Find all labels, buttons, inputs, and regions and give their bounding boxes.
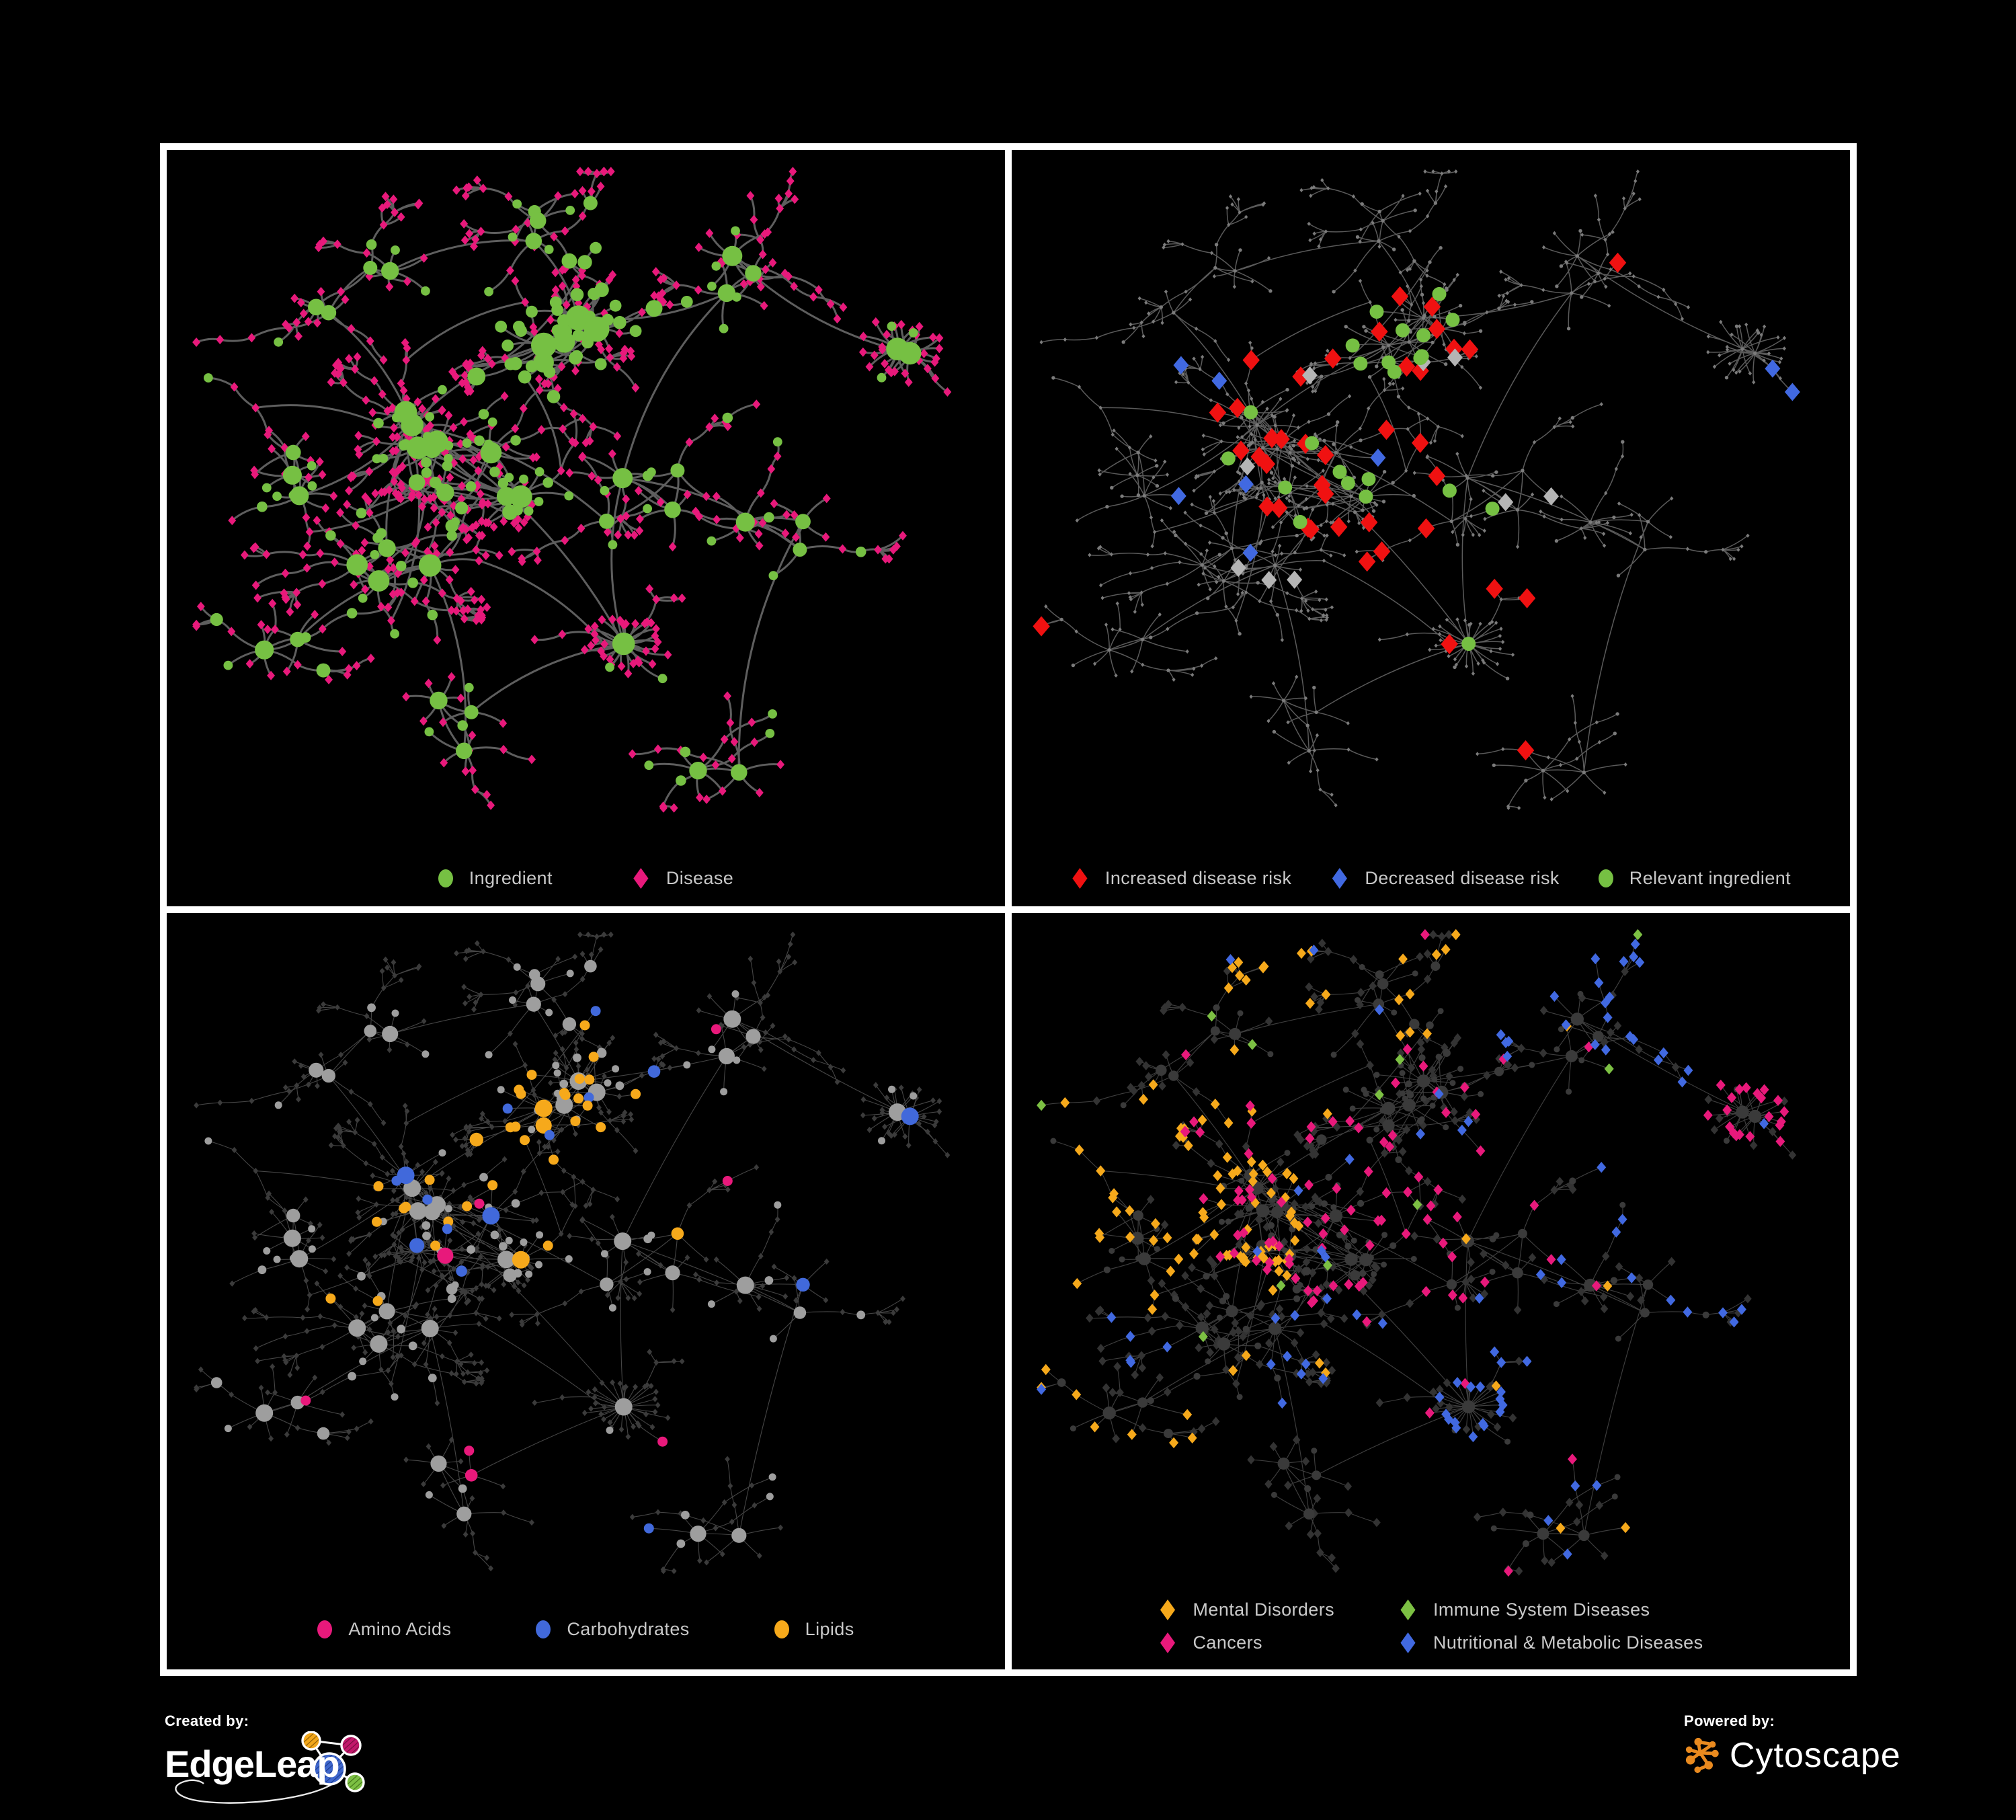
legend-item-carbohydrates: Carbohydrates [536, 1619, 689, 1640]
nutritional-metabolic-swatch-icon [1400, 1632, 1416, 1653]
amino-acids-swatch-icon [317, 1620, 333, 1638]
cancers-swatch-icon [1160, 1632, 1176, 1653]
legend-label: Cancers [1193, 1632, 1262, 1653]
created-by-label: Created by: [165, 1712, 249, 1729]
legend-item-cancers: Cancers [1159, 1632, 1334, 1653]
created-by-block: Created by: [165, 1712, 387, 1804]
ingredient-swatch-icon [438, 869, 453, 887]
panel-disease-risk: Increased disease risk Decreased disease… [1012, 150, 1850, 906]
panel-nutrient-classes: Amino Acids Carbohydrates Lipids [167, 913, 1005, 1669]
lipids-swatch-icon [774, 1620, 789, 1638]
carbohydrates-swatch-icon [536, 1620, 551, 1638]
legend-label: Relevant ingredient [1629, 868, 1791, 888]
panel-disease-classes: Mental Disorders Immune System Diseases … [1012, 913, 1850, 1669]
legend-label: Increased disease risk [1104, 868, 1292, 888]
ingredient-disease-network-graph [192, 167, 952, 813]
powered-by-block: Powered by: [1684, 1712, 1926, 1786]
legend-ingredient-disease: Ingredient Disease [167, 868, 1005, 889]
edgeleap-logo: EdgeLeap [165, 1731, 387, 1805]
legend-label: Carbohydrates [567, 1619, 690, 1639]
legend-label: Nutritional & Metabolic Diseases [1433, 1632, 1703, 1653]
cytoscape-wordmark: Cytoscape [1730, 1736, 1901, 1775]
legend-item-amino-acids: Amino Acids [317, 1619, 451, 1640]
legend-item-lipids: Lipids [774, 1619, 854, 1640]
legend-item-decreased-risk: Decreased disease risk [1330, 868, 1559, 889]
disease-risk-network-graph [1033, 169, 1800, 810]
edgeleap-logo-icon [175, 1731, 365, 1804]
panel-grid: Ingredient Disease Increased disease ris… [160, 143, 1857, 1676]
legend-item-ingredient: Ingredient [438, 868, 553, 889]
legend-label: Disease [666, 868, 734, 888]
immune-diseases-swatch-icon [1400, 1599, 1416, 1620]
disease-classes-network-graph [1037, 928, 1797, 1577]
legend-label: Immune System Diseases [1433, 1599, 1650, 1620]
legend-item-nutritional-metabolic: Nutritional & Metabolic Diseases [1399, 1632, 1703, 1653]
decreased-risk-swatch-icon [1332, 868, 1347, 889]
relevant-ingredient-swatch-icon [1598, 869, 1613, 887]
legend-nutrient-classes: Amino Acids Carbohydrates Lipids [167, 1619, 1005, 1640]
cytoscape-logo-icon [1685, 1737, 1719, 1774]
legend-disease-classes: Mental Disorders Immune System Diseases … [1012, 1599, 1850, 1653]
legend-item-relevant-ingredient: Relevant ingredient [1598, 868, 1791, 889]
legend-disease-risk: Increased disease risk Decreased disease… [1012, 868, 1850, 889]
edgeleap-wordmark: EdgeLeap [165, 1743, 340, 1785]
powered-by-label: Powered by: [1684, 1712, 1775, 1729]
legend-label: Ingredient [469, 868, 553, 888]
legend-label: Lipids [805, 1619, 854, 1639]
legend-label: Mental Disorders [1193, 1599, 1334, 1620]
panel-ingredient-disease: Ingredient Disease [167, 150, 1005, 906]
legend-item-immune-diseases: Immune System Diseases [1399, 1599, 1703, 1620]
mental-disorders-swatch-icon [1160, 1599, 1176, 1620]
legend-item-increased-risk: Increased disease risk [1071, 868, 1291, 889]
disease-swatch-icon [633, 868, 649, 889]
legend-label: Decreased disease risk [1365, 868, 1560, 888]
legend-label: Amino Acids [348, 1619, 452, 1639]
increased-risk-swatch-icon [1072, 868, 1088, 889]
legend-item-mental-disorders: Mental Disorders [1159, 1599, 1334, 1620]
cytoscape-logo: Cytoscape [1684, 1735, 1926, 1776]
nutrient-classes-network-graph [194, 931, 951, 1575]
legend-item-disease: Disease [632, 868, 733, 889]
